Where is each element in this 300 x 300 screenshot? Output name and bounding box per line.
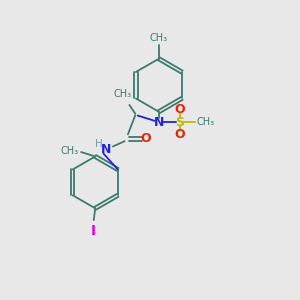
Text: H: H [95,139,103,149]
Text: O: O [140,132,151,145]
Text: CH₃: CH₃ [114,89,132,99]
Text: N: N [101,143,112,157]
Text: CH₃: CH₃ [150,32,168,43]
Text: CH₃: CH₃ [60,146,78,156]
Text: S: S [176,116,184,128]
Text: I: I [91,224,96,238]
Text: N: N [154,116,164,128]
Text: CH₃: CH₃ [196,117,214,127]
Text: O: O [175,103,185,116]
Text: O: O [175,128,185,141]
